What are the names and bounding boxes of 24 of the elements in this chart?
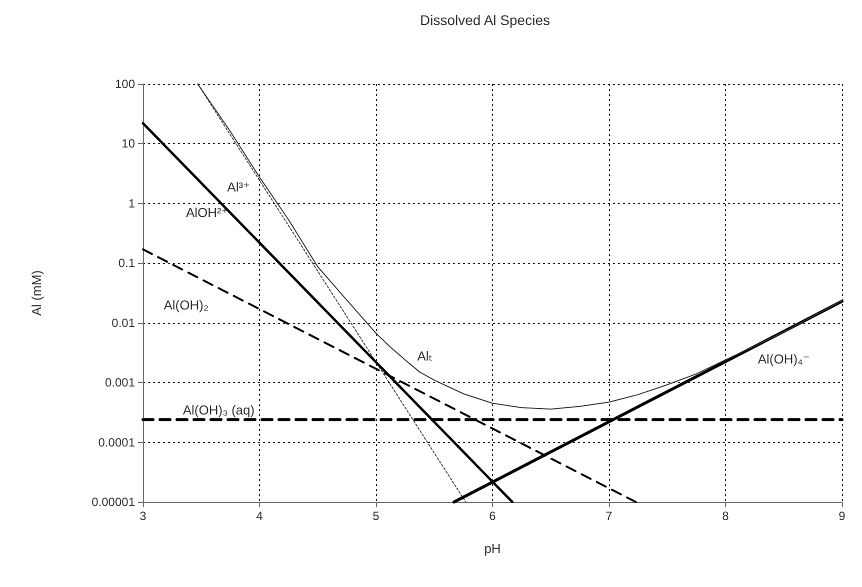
y-tick-label: 0.00001 bbox=[92, 495, 136, 509]
x-tick-label: 8 bbox=[722, 509, 730, 523]
x-tick-label: 4 bbox=[256, 509, 264, 523]
y-tick-label: 0.001 bbox=[104, 376, 136, 390]
y-tick-label: 0.0001 bbox=[98, 435, 136, 450]
series-label: Al(OH)₂ bbox=[164, 297, 208, 312]
x-tick-label: 7 bbox=[606, 509, 613, 523]
x-axis-title: pH bbox=[484, 541, 501, 556]
series-label: Al(OH)₃ (aq) bbox=[182, 402, 255, 418]
x-tick-label: 6 bbox=[489, 509, 496, 523]
y-tick-label: 0.01 bbox=[112, 316, 136, 330]
y-tick-label: 0.1 bbox=[118, 256, 136, 270]
x-tick-label: 5 bbox=[372, 509, 380, 523]
series-label: Al³⁺ bbox=[227, 179, 250, 194]
y-axis-title: Al (mM) bbox=[29, 270, 44, 316]
chart-title: Dissolved Al Species bbox=[420, 12, 550, 28]
y-tick-label: 1 bbox=[128, 196, 136, 210]
series-label: AlOH²⁺ bbox=[186, 205, 228, 220]
series-label: Al(OH)₄⁻ bbox=[758, 351, 810, 366]
y-tick-label: 10 bbox=[122, 136, 136, 151]
x-tick-label: 9 bbox=[838, 509, 846, 523]
series-label: Alₜ bbox=[417, 348, 433, 364]
x-tick-label: 3 bbox=[140, 509, 147, 523]
y-tick-label: 100 bbox=[114, 77, 136, 91]
